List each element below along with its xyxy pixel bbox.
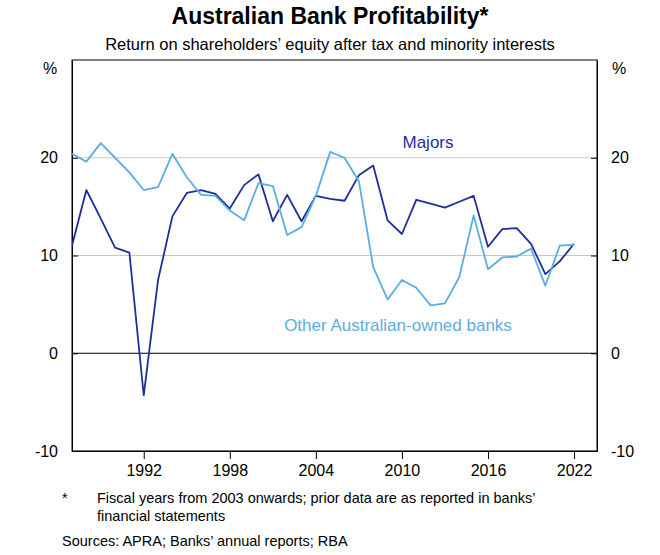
tick-label: 20	[40, 149, 58, 166]
tick: 10	[591, 247, 629, 264]
series-label: Other Australian-owned banks	[284, 316, 512, 335]
tick-label: 2016	[471, 462, 507, 479]
series-line	[72, 143, 574, 305]
y-axis-right: -10 0 10 20	[591, 61, 634, 460]
y-unit-right: %	[612, 60, 626, 77]
tick-mark	[316, 451, 317, 459]
plot-area: -10 0 10 20 -10 0 10 20 1992 1998 2004 2010 2016 2022	[35, 60, 634, 479]
tick-label: 0	[611, 345, 620, 362]
tick-mark	[402, 451, 403, 459]
tick-mark	[72, 158, 78, 159]
tick-mark	[591, 158, 597, 159]
tick: 10	[40, 247, 78, 264]
tick-label: 1998	[212, 462, 248, 479]
tick-label: 2022	[557, 462, 593, 479]
tick-label: 10	[611, 247, 629, 264]
footnote: Fiscal years from 2003 onwards; prior da…	[97, 490, 535, 506]
tick: 0	[591, 345, 620, 362]
tick: 2004	[299, 451, 335, 479]
tick-mark	[144, 451, 145, 459]
tick: 0	[49, 345, 78, 362]
axis-line	[73, 451, 598, 452]
tick-mark	[230, 451, 231, 459]
series-label: Majors	[402, 133, 453, 152]
tick-mark	[72, 353, 78, 354]
footnote-marker: *	[62, 490, 68, 506]
axis-line	[597, 61, 598, 452]
plot-frame	[72, 60, 597, 451]
tick-mark	[591, 256, 597, 257]
tick-label: -10	[611, 443, 634, 460]
subtitle: Return on shareholders’ equity after tax…	[105, 35, 555, 53]
tick-mark	[574, 451, 575, 459]
tick-mark	[72, 256, 78, 257]
tick-mark	[591, 353, 597, 354]
series-line	[72, 166, 574, 396]
tick-label: 2010	[385, 462, 421, 479]
tick-label: -10	[35, 443, 58, 460]
tick-label: 20	[611, 149, 629, 166]
tick: 2016	[471, 451, 507, 479]
lines	[72, 143, 574, 395]
tick-label: 1992	[126, 462, 162, 479]
grid-line	[72, 157, 597, 158]
tick-label: 10	[40, 247, 58, 264]
tick: 1992	[126, 451, 162, 479]
tick: -10	[35, 443, 78, 460]
x-axis: 1992 1998 2004 2010 2016 2022	[73, 451, 598, 479]
y-axis-left: -10 0 10 20	[35, 61, 78, 460]
source: Sources: APRA; Banks’ annual reports; RB…	[62, 533, 348, 549]
tick-label: 0	[49, 345, 58, 362]
title: Australian Bank Profitability*	[172, 3, 489, 29]
y-unit-left: %	[43, 60, 57, 77]
tick: 20	[40, 149, 78, 166]
tick-mark	[488, 451, 489, 459]
grid-line	[72, 353, 597, 354]
tick-label: 2004	[299, 462, 335, 479]
footnote: financial statements	[97, 508, 225, 524]
tick: 2010	[385, 451, 421, 479]
grid	[72, 158, 597, 451]
tick: 1998	[212, 451, 248, 479]
tick: 2022	[557, 451, 593, 479]
tick: 20	[591, 149, 629, 166]
